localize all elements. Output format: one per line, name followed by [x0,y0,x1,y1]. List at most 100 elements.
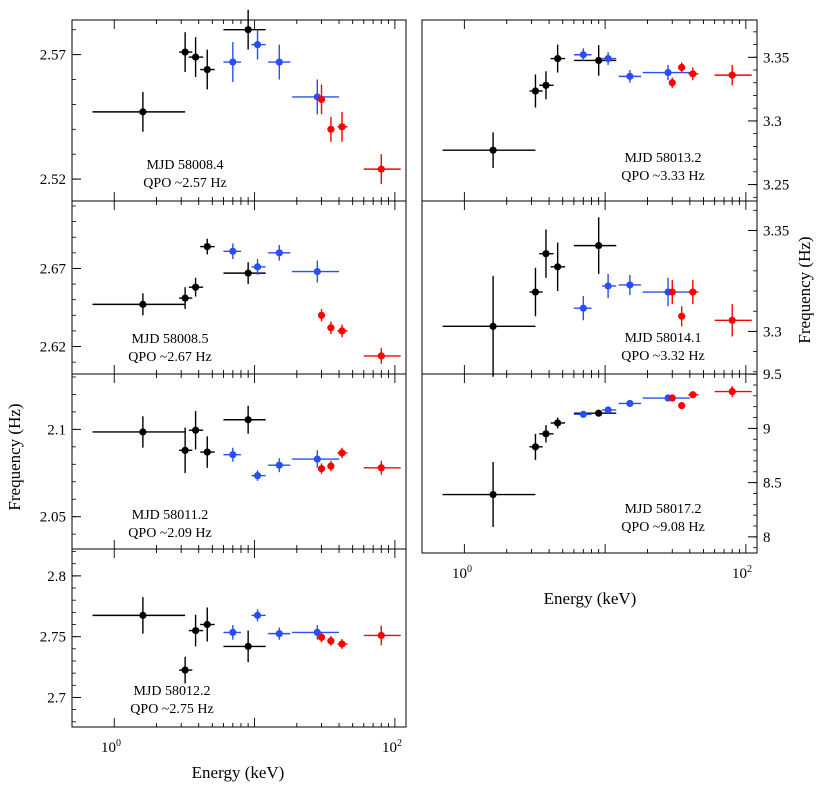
data-marker [542,250,550,258]
data-point-black [179,32,193,73]
data-point-blue [601,406,617,414]
panel-frame [71,373,407,550]
data-marker [489,490,497,499]
data-marker [377,464,385,472]
data-point-red [337,111,348,142]
data-marker [377,631,385,640]
data-point-blue [223,42,241,82]
data-point-blue [268,245,291,261]
data-point-black [529,267,543,317]
data-marker [728,387,736,396]
data-point-blue [618,274,642,296]
data-marker [139,428,147,436]
panel-p58014_1: 3.3 3.35 MJD 58014.1 QPO ~3.32 Hz [421,200,789,377]
data-point-black [442,132,536,169]
data-point-black [188,37,204,78]
panel-p58011_2: 2.05 2.1 MJD 58011.2 QPO ~2.09 Hz [40,373,407,550]
right-y-axis-label: Frequency (Hz) [795,236,814,343]
y-tick-label: 3.3 [763,324,782,340]
data-marker [626,72,634,80]
data-point-blue [292,450,340,468]
data-point-blue [642,394,690,402]
data-marker [253,611,262,619]
data-marker [542,430,550,438]
data-marker [678,402,686,410]
data-marker [244,269,252,277]
data-point-red [337,639,348,649]
data-marker [181,446,189,454]
panel-annotation-line: QPO ~2.57 Hz [143,176,226,191]
data-marker [489,322,497,330]
y-tick-label: 2.7 [47,690,66,706]
data-point-red [678,62,686,73]
data-point-red [363,460,401,475]
data-point-blue [251,470,266,481]
data-marker [604,406,612,414]
data-point-black [539,71,554,100]
data-point-red [668,394,676,402]
data-marker [275,249,283,257]
data-marker [338,640,346,648]
data-marker [579,304,587,312]
data-point-red [688,67,699,81]
panel-annotation-line: MJD 58008.5 [131,332,208,347]
data-marker [531,443,540,451]
data-point-blue [292,79,340,115]
data-marker [229,58,237,66]
y-tick-label: 3.3 [763,114,782,130]
data-point-black [539,229,554,278]
data-point-black [188,277,204,297]
data-point-red [327,116,335,142]
data-marker [139,300,147,308]
panel-frame [421,373,758,554]
panel-annotation-line: QPO ~3.33 Hz [621,169,704,184]
data-marker [203,448,211,456]
data-point-black [223,9,266,50]
data-marker [191,53,200,61]
data-marker [377,165,385,173]
panel-annotation-line: MJD 58013.2 [624,151,701,166]
data-point-blue [573,48,592,62]
data-point-red [688,391,699,399]
data-marker [203,65,211,74]
y-tick-label: 2.57 [40,48,67,64]
panel-annotation-line: QPO ~2.09 Hz [128,526,211,541]
data-point-black [539,425,554,443]
data-marker [253,263,262,271]
data-point-black [223,262,266,285]
data-marker [664,68,672,77]
panel-annotation-line: MJD 58012.2 [133,684,210,699]
data-point-black [92,293,186,316]
data-marker [191,426,200,434]
panel-p58012_2: 2.7 2.75 2.8 MJD 58012.2 QPO ~2.75 Hz [40,548,407,728]
data-point-black [188,411,204,450]
data-point-black [223,405,266,434]
data-marker [191,626,200,635]
panel-annotation-line: MJD 58011.2 [132,508,209,523]
left-y-axis-label: Frequency (Hz) [5,403,24,510]
data-marker [244,26,252,34]
data-point-black [442,462,536,528]
panel-frame [71,200,407,375]
data-point-red [337,324,348,338]
data-point-black [529,433,543,460]
data-point-blue [292,625,340,640]
data-point-black [92,91,186,132]
data-point-black [92,416,186,448]
data-point-blue [601,52,617,65]
panel-p58008_4: 2.52 2.57 MJD 58008.4 QPO ~2.57 Hz [40,9,407,202]
panel-annotation-line: QPO ~9.08 Hz [621,520,704,535]
data-marker [338,123,346,131]
data-marker [554,263,562,271]
right-x-tick-label-1: 100 [452,564,472,582]
y-tick-label: 3.35 [763,223,789,239]
data-marker [338,449,346,457]
data-marker [139,611,147,619]
data-marker [531,87,540,95]
data-point-blue [223,625,241,640]
y-tick-label: 9 [763,421,771,437]
data-marker [604,54,612,63]
data-marker [139,108,147,116]
y-tick-label: 3.25 [763,178,789,194]
data-point-blue [223,447,241,462]
